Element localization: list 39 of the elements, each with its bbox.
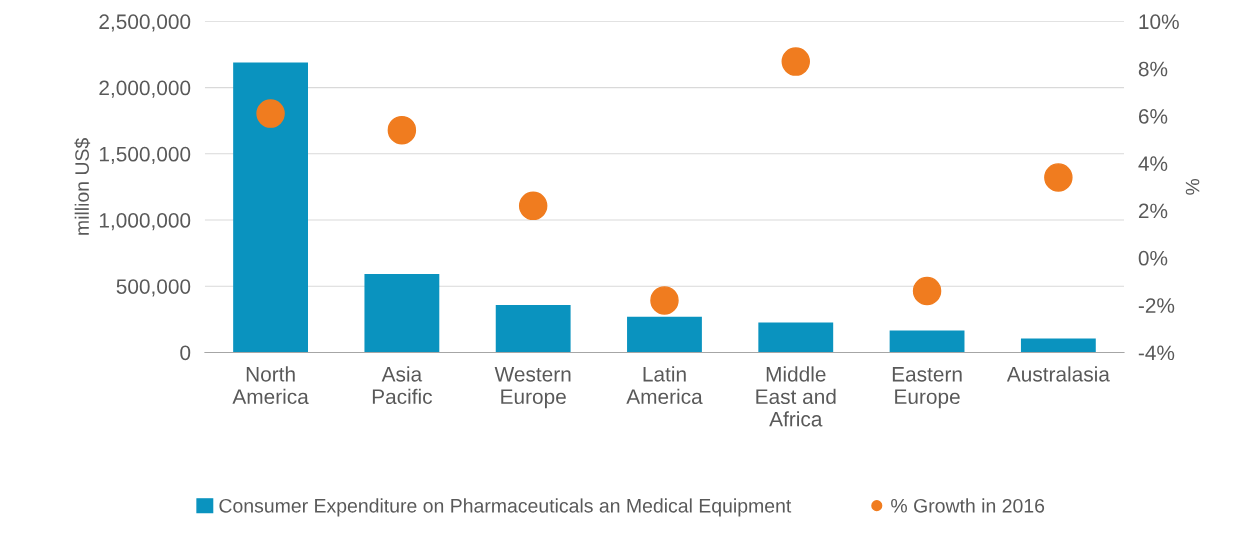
bar bbox=[1020, 338, 1096, 353]
bar bbox=[758, 322, 834, 353]
bar bbox=[627, 316, 702, 353]
bar bbox=[364, 273, 440, 353]
y-tick-label: 0 bbox=[180, 345, 191, 361]
x-tick-label: Eastern Europe bbox=[892, 367, 962, 409]
y2-axis-title: % bbox=[1185, 178, 1200, 195]
y2-tick-label: 6% bbox=[1138, 108, 1168, 124]
point bbox=[387, 115, 417, 145]
y-tick-label: 500,000 bbox=[116, 279, 191, 297]
legend-label: Consumer Expenditure on Pharmaceuticals an Medical Equipment bbox=[219, 498, 792, 517]
x-tick-label: Latin America bbox=[626, 366, 703, 405]
y2-tick-label: -2% bbox=[1138, 298, 1175, 313]
x-tick-label: Asia Pacific bbox=[372, 366, 433, 405]
y-tick-label: 1,000,000 bbox=[99, 213, 191, 231]
point bbox=[256, 99, 285, 128]
point bbox=[650, 286, 679, 315]
y2-tick-label: -4% bbox=[1138, 345, 1175, 361]
y2-tick-label: 0% bbox=[1138, 250, 1168, 266]
point bbox=[1044, 163, 1073, 192]
x-tick-label: Australasia bbox=[1006, 366, 1110, 382]
y2-tick-label: 4% bbox=[1138, 156, 1168, 171]
x-tick-label: North America bbox=[232, 366, 309, 405]
y-tick-label: 2,000,000 bbox=[99, 80, 191, 98]
y-tick-label: 1,500,000 bbox=[99, 146, 191, 165]
x-tick-label: Western Europe bbox=[494, 367, 571, 409]
point bbox=[912, 276, 942, 306]
y2-tick-label: 10% bbox=[1139, 14, 1179, 30]
bar bbox=[233, 62, 308, 353]
y-axis-title: million US$ bbox=[74, 138, 91, 235]
y2-tick-label: 8% bbox=[1138, 61, 1168, 77]
y2-tick-label: 2% bbox=[1138, 203, 1168, 219]
point bbox=[518, 191, 548, 221]
point bbox=[781, 47, 810, 76]
x-tick-label: Middle East and Africa bbox=[756, 366, 836, 427]
y-tick-label: 2,500,000 bbox=[99, 14, 191, 32]
bar bbox=[495, 305, 571, 353]
legend-label: % Growth in 2016 bbox=[891, 498, 1045, 513]
bar bbox=[889, 330, 965, 353]
